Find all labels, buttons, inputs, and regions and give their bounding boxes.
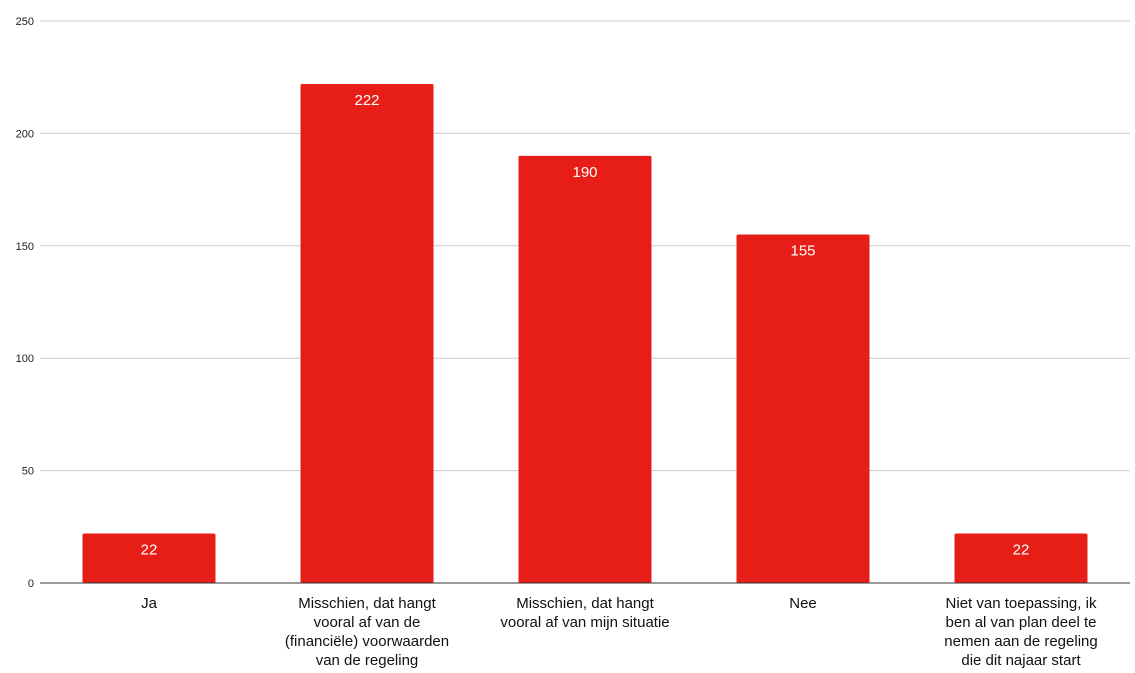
x-tick-label: Niet van toepassing, ik: [946, 595, 1097, 612]
data-label: 22: [1013, 542, 1030, 559]
x-tick-label: Misschien, dat hangt: [516, 595, 654, 612]
x-tick-label: van de regeling: [316, 652, 419, 669]
x-tick-label: Misschien, dat hangt: [298, 595, 436, 612]
data-label: 155: [790, 243, 815, 260]
y-tick-label: 100: [16, 353, 34, 365]
bar: [82, 533, 216, 583]
x-tick-label: vooral af van mijn situatie: [500, 614, 669, 631]
y-tick-label: 200: [16, 128, 34, 140]
data-label: 22: [141, 542, 158, 559]
y-tick-label: 0: [28, 578, 34, 590]
x-tick-label: Ja: [141, 595, 158, 612]
x-tick-label: ben al van plan deel te: [946, 614, 1097, 631]
bar: [518, 155, 652, 583]
data-label: 222: [354, 92, 379, 109]
bar: [954, 533, 1088, 583]
y-tick-label: 150: [16, 241, 34, 253]
x-tick-label: Nee: [789, 595, 817, 612]
x-tick-label: (financiële) voorwaarden: [285, 633, 449, 650]
y-tick-label: 250: [16, 16, 34, 28]
x-tick-label: die dit najaar start: [961, 652, 1081, 669]
y-tick-label: 50: [22, 466, 34, 478]
bar: [736, 234, 870, 583]
x-tick-label: nemen aan de regeling: [944, 633, 1097, 650]
x-tick-label: vooral af van de: [314, 614, 421, 631]
data-label: 190: [572, 164, 597, 181]
bar: [300, 83, 434, 583]
